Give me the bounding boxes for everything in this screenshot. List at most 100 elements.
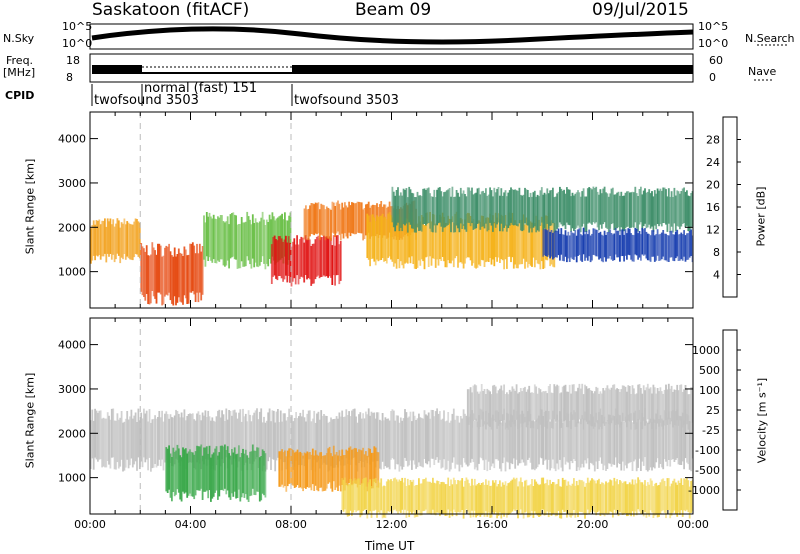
- data-cell: [524, 480, 526, 513]
- data-cell: [109, 419, 112, 469]
- data-cell: [331, 456, 334, 492]
- data-cell: [310, 421, 313, 471]
- data-cell: [503, 484, 505, 517]
- data-cell: [91, 409, 94, 459]
- data-cell: [270, 219, 272, 264]
- data-cell: [263, 416, 265, 466]
- data-cell: [563, 408, 565, 458]
- data-cell: [447, 189, 450, 225]
- data-cell: [588, 482, 591, 515]
- data-cell: [645, 485, 648, 518]
- data-cell: [390, 479, 392, 511]
- nsearch-tick-top: 10^5: [698, 20, 729, 33]
- data-cell: [194, 451, 197, 496]
- data-cell: [99, 410, 102, 460]
- data-cell: [222, 221, 225, 266]
- data-cell: [568, 484, 571, 517]
- data-cell: [638, 409, 641, 459]
- data-cell: [437, 221, 440, 266]
- data-cell: [207, 216, 210, 261]
- data-cell: [342, 417, 345, 466]
- data-cell: [584, 196, 586, 232]
- data-cell: [171, 255, 173, 304]
- data-cell: [383, 420, 385, 470]
- data-cell: [444, 484, 447, 516]
- data-cell: [651, 421, 653, 471]
- data-cell: [351, 449, 353, 486]
- data-cell: [677, 191, 680, 227]
- data-cell: [547, 193, 550, 229]
- data-cell: [317, 235, 320, 276]
- data-cell: [352, 409, 355, 458]
- data-cell: [655, 234, 658, 261]
- data-cell: [384, 417, 387, 467]
- data-cell: [633, 388, 635, 424]
- data-cell: [504, 422, 507, 472]
- data-cell: [191, 413, 194, 463]
- data-cell: [278, 451, 281, 487]
- data-cell: [313, 204, 316, 236]
- data-cell: [549, 231, 551, 259]
- data-cell: [546, 420, 549, 470]
- data-cell: [526, 485, 529, 518]
- data-cell: [380, 420, 383, 470]
- data-cell: [327, 237, 329, 278]
- data-cell: [620, 191, 623, 228]
- data-cell: [301, 237, 304, 278]
- data-cell: [140, 412, 143, 462]
- data-cell: [215, 416, 218, 466]
- data-cell: [659, 482, 662, 515]
- data-cell: [547, 228, 550, 256]
- data-cell: [186, 453, 189, 498]
- data-cell: [207, 453, 210, 499]
- data-cell: [561, 234, 564, 261]
- data-cell: [239, 223, 242, 269]
- data-cell: [648, 388, 651, 425]
- data-cell: [318, 452, 321, 488]
- data-cell: [486, 195, 489, 232]
- data-cell: [405, 188, 408, 224]
- data-cell: [306, 239, 308, 280]
- data-cell: [279, 236, 282, 276]
- data-cell: [317, 411, 320, 461]
- data-cell: [226, 419, 229, 469]
- data-cell: [662, 420, 665, 470]
- data-cell: [307, 238, 310, 279]
- data-cell: [221, 215, 223, 260]
- data-cell: [171, 417, 173, 466]
- data-cell: [476, 484, 479, 516]
- data-cell: [599, 391, 602, 427]
- data-cell: [490, 417, 493, 467]
- data-cell: [610, 233, 613, 260]
- data-cell: [688, 486, 691, 519]
- data-cell: [166, 448, 169, 493]
- data-cell: [215, 446, 218, 491]
- data-cell: [598, 393, 600, 430]
- data-cell: [177, 413, 180, 463]
- data-cell: [90, 228, 92, 264]
- data-cell: [681, 188, 684, 224]
- data-cell: [522, 486, 525, 519]
- data-cell: [324, 455, 327, 491]
- data-cell: [667, 188, 670, 224]
- data-cell: [642, 484, 645, 517]
- data-cell: [180, 457, 183, 502]
- data-cell: [229, 455, 232, 500]
- colorbar-tick-label: 12: [706, 224, 720, 237]
- data-cell: [602, 188, 605, 225]
- data-cell: [315, 236, 318, 277]
- data-cell: [672, 392, 674, 428]
- data-cell: [644, 408, 646, 458]
- data-cell: [225, 450, 228, 495]
- data-cell: [493, 419, 496, 469]
- data-cell: [515, 477, 518, 510]
- data-cell: [462, 486, 465, 519]
- data-cell: [642, 229, 645, 256]
- data-cell: [595, 412, 598, 462]
- data-cell: [575, 422, 578, 471]
- data-cell: [482, 190, 484, 227]
- data-cell: [426, 481, 429, 514]
- data-cell: [511, 189, 514, 225]
- data-cell: [345, 409, 348, 459]
- data-cell: [427, 222, 430, 267]
